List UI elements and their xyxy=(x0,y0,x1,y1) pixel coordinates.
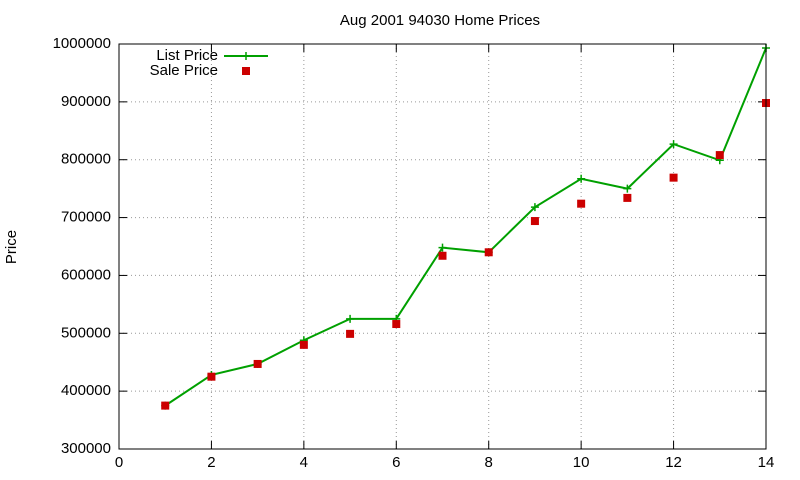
y-tick-label: 900000 xyxy=(61,93,111,110)
point-marker xyxy=(207,372,216,381)
x-tick-label: 4 xyxy=(300,454,308,471)
point-marker xyxy=(669,173,678,182)
point-marker xyxy=(242,52,250,60)
point-marker xyxy=(669,140,678,149)
x-tick-label: 12 xyxy=(665,454,682,471)
x-tick-label: 6 xyxy=(392,454,400,471)
point-marker xyxy=(530,217,539,226)
point-marker xyxy=(577,199,586,208)
plot-frame xyxy=(118,43,767,450)
x-tick-label: 8 xyxy=(485,454,493,471)
point-marker xyxy=(242,67,250,75)
point-marker xyxy=(438,251,447,260)
point-marker xyxy=(577,174,586,183)
point-marker xyxy=(392,320,401,329)
point-marker xyxy=(484,248,493,257)
y-tick-label: 300000 xyxy=(61,440,111,457)
x-tick-label: 2 xyxy=(207,454,215,471)
x-tick-label: 0 xyxy=(115,454,123,471)
point-marker xyxy=(438,243,447,252)
point-marker xyxy=(715,151,724,160)
point-marker xyxy=(346,314,355,323)
y-tick-label: 600000 xyxy=(61,266,111,283)
y-tick-label: 500000 xyxy=(61,324,111,341)
y-tick-label: 800000 xyxy=(61,151,111,168)
x-tick-label: 10 xyxy=(573,454,590,471)
y-tick-label: 400000 xyxy=(61,382,111,399)
y-tick-label: 700000 xyxy=(61,209,111,226)
point-marker xyxy=(623,184,632,193)
legend-label: Sale Price xyxy=(150,62,218,79)
point-marker xyxy=(530,203,539,212)
point-marker xyxy=(161,401,170,410)
point-marker xyxy=(623,193,632,202)
legend-label: List Price xyxy=(156,47,218,64)
data-line xyxy=(164,47,767,407)
point-marker xyxy=(299,340,308,349)
x-tick-label: 14 xyxy=(758,454,775,471)
plot-area: 300000 400000 500000 600000 700000 800000 9000… xyxy=(53,35,775,471)
chart-title: Aug 2001 94030 Home Prices xyxy=(340,12,540,29)
y-axis-label: Price xyxy=(3,230,20,264)
y-tick-label: 1000000 xyxy=(53,35,111,52)
point-marker xyxy=(253,359,262,368)
point-marker xyxy=(346,329,355,338)
